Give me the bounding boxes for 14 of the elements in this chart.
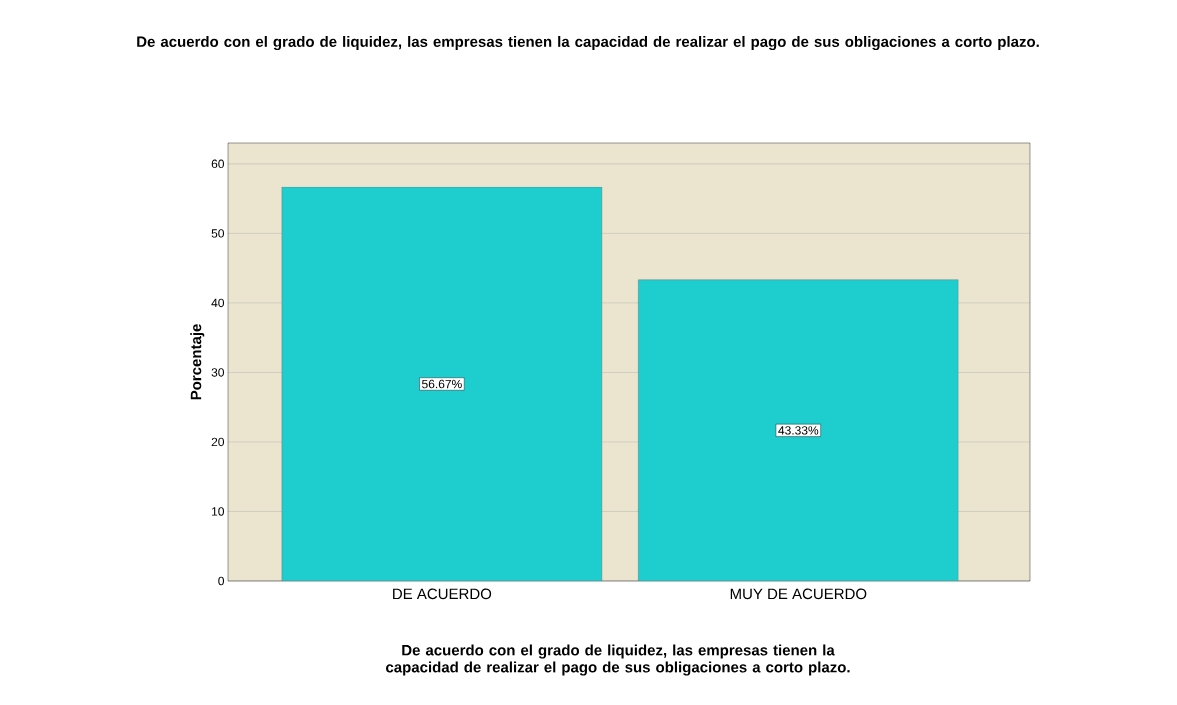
- data-label: 43.33%: [778, 426, 819, 435]
- x-tick-label: DE ACUERDO: [393, 588, 492, 600]
- y-tick-label: 40: [211, 298, 225, 308]
- x-tick-label: MUY DE ACUERDO: [730, 588, 867, 600]
- chart-title: De acuerdo con el grado de liquidez, las empresas tienen la capacidad de realizar el pago de sus obligaciones a corto plazo.: [137, 35, 1039, 51]
- x-axis-title: De acuerdo con el grado de liquidez, las empresas tienen la capacidad de realizar el pago de sus obligaciones a corto plazo.: [386, 644, 850, 676]
- y-tick-label: 30: [211, 368, 225, 377]
- y-tick-label: 20: [211, 437, 225, 447]
- y-axis-title: Porcentaje: [190, 324, 205, 400]
- y-tick-label: 60: [211, 159, 225, 169]
- y-tick-label: 0: [218, 576, 225, 586]
- data-label: 56.67%: [422, 379, 462, 389]
- y-tick-label: 50: [211, 229, 225, 238]
- y-tick-label: 10: [212, 507, 225, 516]
